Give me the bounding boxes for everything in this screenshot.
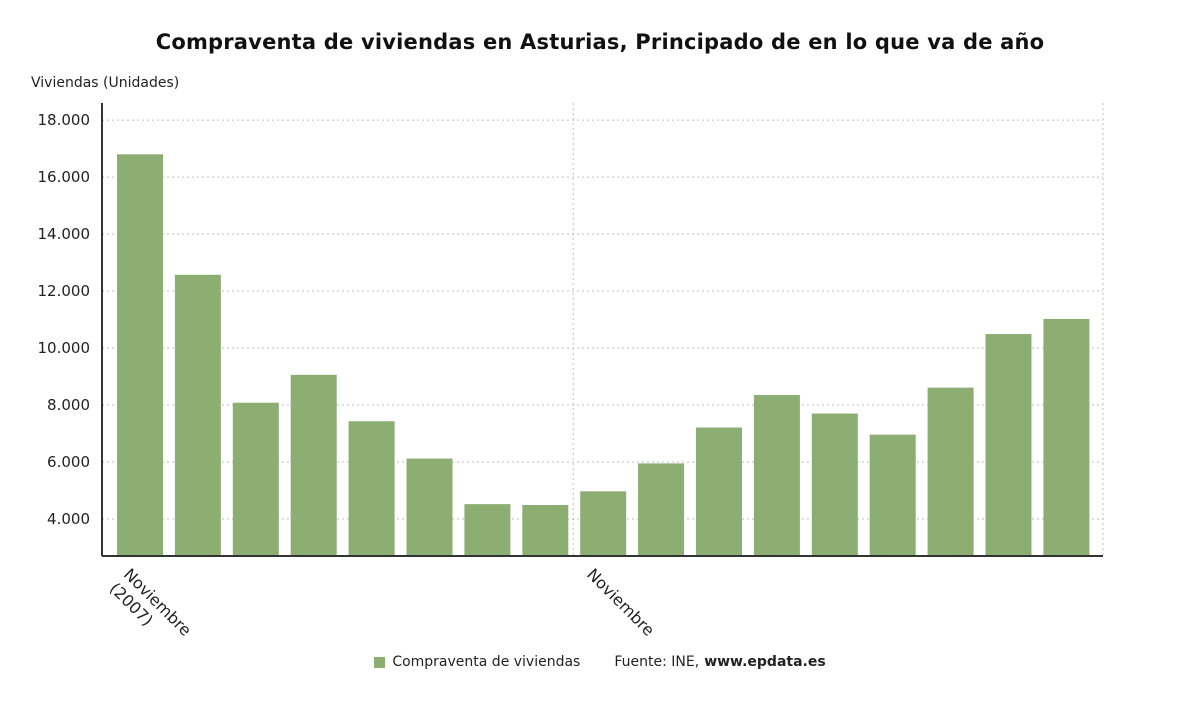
bar	[811, 413, 858, 556]
axes	[101, 103, 1103, 557]
y-tick-labels: 4.000 6.000 8.000 10.000 12.000 14.000 16.000 1…	[38, 111, 91, 528]
x-tick-labels: Noviembre(2007) Noviembre	[106, 565, 659, 654]
y-tick-label: 6.000	[47, 453, 90, 471]
bar	[869, 434, 916, 556]
bar	[580, 491, 627, 556]
y-tick-label: 8.000	[47, 396, 90, 414]
bar	[1043, 318, 1090, 556]
y-tick-label: 12.000	[38, 282, 91, 300]
bar	[232, 402, 279, 556]
y-tick-label: 16.000	[38, 168, 91, 186]
y-tick-label: 10.000	[38, 339, 91, 357]
bar	[348, 421, 395, 556]
x-tick-label-line: Noviembre	[583, 565, 658, 640]
bar	[522, 505, 569, 556]
chart-title: Compraventa de viviendas en Asturias, Pr…	[155, 30, 1045, 54]
bar	[464, 504, 511, 556]
bar	[753, 395, 800, 556]
bar	[406, 458, 453, 556]
y-tick-label: 4.000	[47, 510, 90, 528]
source-link[interactable]: www.epdata.es	[704, 654, 826, 670]
bar	[117, 154, 163, 556]
bar	[927, 387, 974, 556]
bar	[290, 374, 337, 556]
x-tick-label: Noviembre(2007)	[106, 565, 195, 654]
legend: Compraventa de viviendas Fuente: INE, ww…	[0, 654, 1200, 670]
x-tick-label: Noviembre	[583, 565, 658, 640]
bar	[638, 463, 685, 556]
bar	[696, 427, 742, 556]
legend-series-label: Compraventa de viviendas	[392, 654, 581, 670]
y-tick-label: 18.000	[38, 111, 91, 129]
y-tick-label: 14.000	[38, 225, 91, 243]
y-axis-title: Viviendas (Unidades)	[31, 75, 180, 91]
bars	[117, 154, 1090, 556]
source-prefix: Fuente: INE,	[614, 654, 700, 670]
bar	[985, 334, 1032, 556]
legend-swatch	[374, 656, 386, 668]
bar	[174, 274, 221, 556]
